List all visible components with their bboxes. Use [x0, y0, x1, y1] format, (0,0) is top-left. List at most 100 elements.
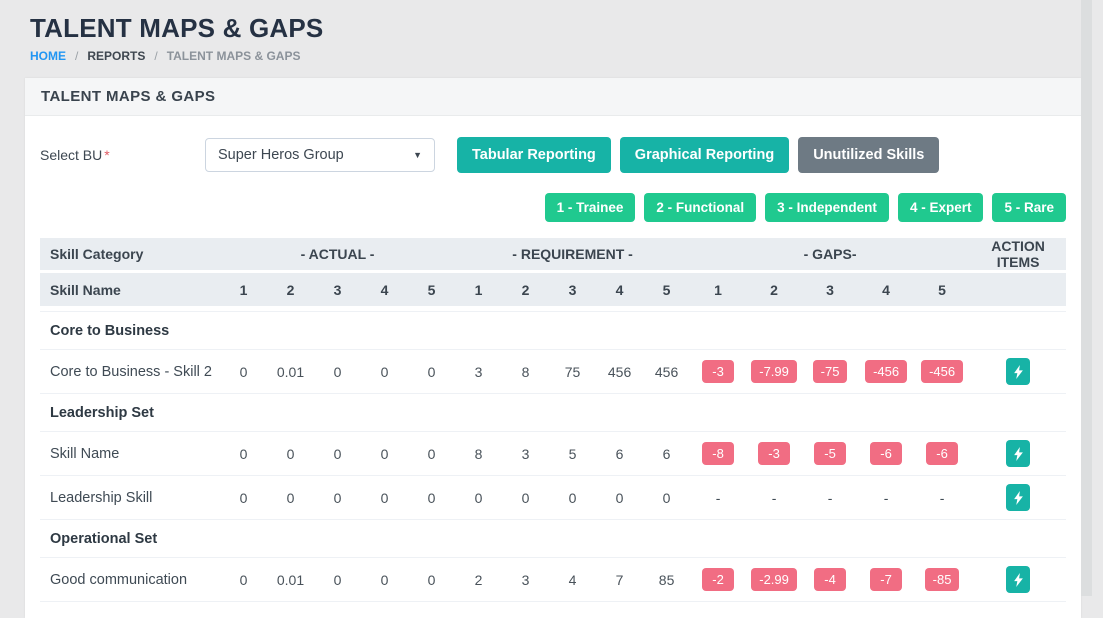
actual-level-4-cell: 0 — [361, 476, 408, 520]
unutilized-skills-button[interactable]: Unutilized Skills — [798, 137, 940, 173]
gap-badge: -4 — [814, 568, 847, 591]
gap-empty-value: - — [883, 489, 889, 506]
col-header-skill-category: Skill Category — [40, 238, 220, 273]
actual-level-3-cell: 0 — [314, 476, 361, 520]
graphical-reporting-button[interactable]: Graphical Reporting — [619, 137, 790, 173]
gap-level-2-cell: -2.99 — [746, 558, 803, 602]
select-bu-label: Select BU * — [40, 147, 205, 163]
gap-level-3-cell: - — [802, 476, 859, 520]
lightning-bolt-icon — [1013, 490, 1023, 505]
skill-level-legend: 1 - Trainee 2 - Functional 3 - Independent… — [25, 173, 1081, 222]
gap-level-4-cell: - — [858, 476, 915, 520]
legend-5-rare-button[interactable]: 5 - Rare — [992, 193, 1066, 222]
filter-row: Select BU * Super Heros Group ▼ Tabular R… — [25, 116, 1081, 173]
gap-level-3-cell: -75 — [802, 350, 859, 394]
actual-level-4-cell: 0 — [361, 432, 408, 476]
gap-empty-value: - — [771, 489, 777, 506]
gap-level-3-cell: -5 — [802, 432, 859, 476]
action-items-cell — [970, 432, 1067, 476]
gap-level-4-cell: -6 — [858, 432, 915, 476]
scrollbar[interactable] — [1081, 0, 1092, 596]
requirement-level-2-cell: 0 — [502, 476, 550, 520]
requirement-level-2-cell: 3 — [502, 558, 550, 602]
page-header: TALENT MAPS & GAPS HOME / REPORTS / TALE… — [0, 0, 1103, 63]
actual-level-2-cell: 0.01 — [267, 558, 314, 602]
gap-level-5-cell: -6 — [914, 432, 971, 476]
actual-level-5-cell: 0 — [408, 558, 456, 602]
gap-badge: -5 — [814, 442, 847, 465]
requirement-level-3-cell: 0 — [549, 476, 597, 520]
col-header-gaps-level-1: 1 — [690, 273, 747, 311]
skill-row: Core to Business - Skill 2 0 0.01 0 0 0 3 8 75 45… — [40, 350, 1067, 394]
bu-select[interactable]: Super Heros Group ▼ — [205, 138, 435, 172]
legend-2-functional-button[interactable]: 2 - Functional — [644, 193, 757, 222]
col-header-actual-level-5: 5 — [408, 273, 456, 311]
actual-level-2-cell: 0 — [267, 432, 314, 476]
action-items-button[interactable] — [1006, 566, 1031, 593]
gap-badge: -3 — [758, 442, 791, 465]
gap-badge: -7 — [870, 568, 903, 591]
bu-select-value: Super Heros Group — [218, 147, 344, 163]
page-title: TALENT MAPS & GAPS — [30, 13, 324, 43]
chevron-down-icon: ▼ — [413, 150, 422, 160]
category-row: Leadership Set — [40, 394, 1067, 432]
gap-level-1-cell: - — [690, 476, 747, 520]
col-header-gaps-level-4: 4 — [858, 273, 915, 311]
gap-level-2-cell: -3 — [746, 432, 803, 476]
requirement-level-5-cell: 85 — [643, 558, 691, 602]
requirement-level-5-cell: 456 — [643, 350, 691, 394]
actual-level-5-cell: 0 — [408, 350, 456, 394]
gap-badge: -7.99 — [751, 360, 797, 383]
actual-level-2-cell: 0 — [267, 476, 314, 520]
breadcrumb-home-link[interactable]: HOME — [30, 49, 66, 63]
skill-row: Skill Name 0 0 0 0 0 8 3 5 6 6 -8 -3 -5 -6 -6 — [40, 432, 1067, 476]
requirement-level-1-cell: 3 — [455, 350, 503, 394]
breadcrumb-reports-link[interactable]: REPORTS — [87, 49, 146, 63]
gap-badge: -6 — [926, 442, 959, 465]
col-header-gaps-level-3: 3 — [802, 273, 859, 311]
gap-badge: -456 — [865, 360, 908, 383]
gap-level-5-cell: -456 — [914, 350, 971, 394]
col-header-requirement-level-2: 2 — [502, 273, 550, 311]
action-items-button[interactable] — [1006, 484, 1031, 511]
actual-level-1-cell: 0 — [220, 432, 267, 476]
legend-4-expert-button[interactable]: 4 - Expert — [897, 193, 984, 222]
lightning-bolt-icon — [1013, 446, 1023, 461]
report-card: TALENT MAPS & GAPS Select BU * Super Hero… — [25, 78, 1081, 618]
required-asterisk: * — [104, 147, 110, 163]
gap-level-4-cell: -7 — [858, 558, 915, 602]
col-header-requirement-level-1: 1 — [455, 273, 503, 311]
action-items-button[interactable] — [1006, 440, 1031, 467]
legend-1-trainee-button[interactable]: 1 - Trainee — [544, 193, 636, 222]
report-mode-buttons: Tabular Reporting Graphical Reporting Unut… — [457, 137, 940, 173]
col-header-requirement-level-5: 5 — [643, 273, 691, 311]
actual-level-3-cell: 0 — [314, 558, 361, 602]
requirement-level-3-cell: 5 — [549, 432, 597, 476]
skill-name-cell: Core to Business - Skill 2 — [40, 350, 220, 394]
breadcrumb-current: TALENT MAPS & GAPS — [166, 49, 301, 63]
requirement-level-4-cell: 0 — [596, 476, 644, 520]
requirement-level-5-cell: 6 — [643, 432, 691, 476]
col-header-gaps-level-5: 5 — [914, 273, 971, 311]
action-items-button[interactable] — [1006, 358, 1031, 385]
col-header-requirement: - REQUIREMENT - — [455, 238, 691, 273]
gap-empty-value: - — [939, 489, 945, 506]
card-header: TALENT MAPS & GAPS — [25, 78, 1081, 116]
legend-3-independent-button[interactable]: 3 - Independent — [765, 193, 889, 222]
gap-level-3-cell: -4 — [802, 558, 859, 602]
gap-badge: -3 — [702, 360, 735, 383]
gap-level-1-cell: -3 — [690, 350, 747, 394]
lightning-bolt-icon — [1013, 364, 1023, 379]
skill-row: Good communication 0 0.01 0 0 0 2 3 4 7 85 -2 -2.99-… — [40, 558, 1067, 602]
gap-level-2-cell: - — [746, 476, 803, 520]
actual-level-1-cell: 0 — [220, 558, 267, 602]
requirement-level-2-cell: 3 — [502, 432, 550, 476]
col-header-skill-name: Skill Name — [40, 273, 220, 311]
skill-name-cell: Leadership Skill — [40, 476, 220, 520]
tabular-reporting-button[interactable]: Tabular Reporting — [457, 137, 611, 173]
category-label: Leadership Set — [40, 394, 1067, 432]
col-header-actual-level-3: 3 — [314, 273, 361, 311]
gap-badge: -75 — [812, 360, 848, 383]
col-header-requirement-level-3: 3 — [549, 273, 597, 311]
